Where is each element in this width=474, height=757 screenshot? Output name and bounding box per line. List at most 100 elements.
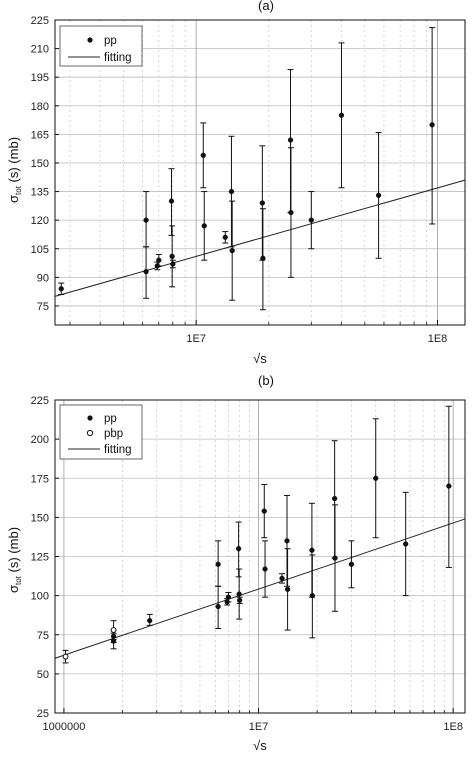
marker-pp (215, 603, 221, 610)
marker-pp (429, 122, 435, 128)
y-tick-label: 75 (37, 301, 49, 313)
marker-pp (143, 268, 149, 275)
y-tick-label: 200 (31, 434, 49, 446)
y-axis-title-sigma-a: σ (6, 195, 21, 203)
marker-pp (288, 209, 294, 216)
marker-pbp (110, 627, 117, 633)
y-tick-label: 175 (31, 473, 49, 485)
y-tick-label: 135 (31, 187, 49, 199)
data-point-pp-a (169, 259, 176, 269)
data-point-pp-a (375, 131, 382, 259)
marker-pp (261, 508, 267, 514)
y-tick-label: 25 (37, 708, 49, 720)
panel-label-b: (b) (258, 373, 274, 388)
y-axis-title-rest-a: (s) (mb) (6, 137, 21, 186)
legend-label-fitting-b: fitting (104, 444, 132, 456)
data-points-a (58, 27, 436, 311)
legend-label-fitting-a: fitting (104, 52, 132, 64)
marker-pp (262, 566, 268, 572)
data-point-pp-a (143, 246, 150, 299)
y-axis-title-b: σtot (s) (mb) (6, 527, 23, 593)
data-point-pp-a (169, 225, 176, 288)
data-point-pp-a (201, 191, 208, 261)
y-tick-label: 195 (31, 72, 49, 84)
x-tick-label: 1E8 (428, 333, 448, 345)
data-point-pp-b (284, 548, 291, 631)
y-axis-title-sub-b: tot (14, 575, 23, 585)
fitting-line-b (54, 518, 466, 659)
fitting-line-a (54, 179, 466, 297)
y-tick-label: 150 (31, 158, 49, 170)
data-point-pp-a (229, 200, 236, 301)
x-tick-label: 1000000 (42, 721, 85, 733)
marker-pp (332, 555, 338, 561)
data-point-pp-a (168, 168, 175, 236)
y-axis-title-sigma-b: σ (6, 585, 21, 593)
y-tick-label: 180 (31, 101, 49, 113)
marker-pp (338, 112, 345, 118)
marker-pp (373, 475, 379, 481)
legend-box-b (59, 404, 143, 460)
marker-pp (284, 538, 290, 544)
marker-pp (228, 188, 235, 195)
legend-marker-pbp-b (86, 429, 94, 437)
marker-pp (287, 137, 294, 143)
marker-pp (309, 592, 316, 599)
y-axis-title-a: σtot (s) (mb) (6, 137, 23, 203)
legend-b: pp pbp fitting (59, 404, 143, 460)
marker-pp (201, 223, 207, 229)
marker-pp (222, 234, 228, 240)
y-tick-label: 165 (31, 129, 49, 141)
data-point-pbp-b (62, 649, 69, 664)
marker-pp (237, 597, 243, 603)
y-tick-label: 150 (31, 512, 49, 524)
data-point-pp-b (215, 585, 222, 629)
x-tick-label: 1E8 (443, 721, 463, 733)
y-tick-label: 100 (31, 591, 49, 603)
y-tick-label: 125 (31, 552, 49, 564)
y-tick-labels-b: 25 50 75 100 125 150 175 200 225 (31, 395, 59, 720)
marker-pp (331, 495, 338, 502)
data-points-b (62, 405, 452, 664)
y-tick-label: 90 (37, 272, 49, 284)
marker-pp (446, 483, 452, 489)
marker-pp (235, 546, 242, 552)
data-point-pp-a (222, 231, 229, 244)
marker-pp (279, 575, 285, 582)
y-axis-title-sub-a: tot (14, 185, 23, 195)
legend-label-pp-b: pp (104, 413, 117, 425)
data-point-pp-a (308, 191, 315, 250)
fitting-line-a (54, 179, 466, 297)
data-point-pp-b (372, 418, 379, 539)
data-point-pp-a (228, 135, 235, 248)
x-tick-labels-b: 1000000 1E7 1E8 (42, 708, 463, 733)
marker-pp (170, 261, 176, 267)
marker-pp (348, 561, 355, 567)
marker-pp (259, 200, 265, 206)
data-point-pp-b (262, 540, 269, 598)
x-axis-title-a: √s (253, 351, 267, 366)
y-tick-label: 210 (31, 44, 49, 56)
y-axis-title-rest-b: (s) (mb) (6, 527, 21, 576)
data-point-pbp-b (110, 620, 117, 640)
marker-pp (229, 248, 235, 254)
marker-pp (147, 618, 153, 624)
y-tick-label: 50 (37, 669, 49, 681)
y-tick-label: 120 (31, 215, 49, 227)
data-point-pp-b (146, 613, 153, 626)
marker-pp (58, 286, 64, 292)
y-tick-label: 105 (31, 244, 49, 256)
panel-label-a: (a) (258, 0, 274, 13)
marker-pp (168, 198, 175, 204)
data-point-pp-b (283, 494, 290, 587)
data-point-pp-b (236, 596, 243, 604)
marker-pp (403, 541, 409, 547)
x-tick-labels-a: 1E7 1E8 (69, 320, 448, 345)
legend-box-a (59, 25, 143, 67)
legend-a: pp fitting (59, 25, 143, 67)
x-tick-label: 1E7 (249, 721, 269, 733)
legend-label-pbp-b: pbp (104, 428, 123, 440)
data-point-pp-b (331, 504, 338, 612)
